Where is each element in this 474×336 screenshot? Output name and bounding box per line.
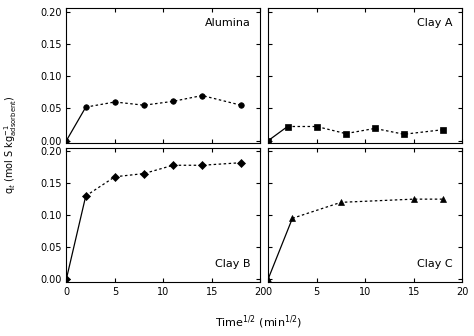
Text: Alumina: Alumina [205,18,251,28]
Text: Clay C: Clay C [417,259,453,269]
Text: q$_t$ (mol S kg$^{-1}_{\mathrm{adsorbent}}$): q$_t$ (mol S kg$^{-1}_{\mathrm{adsorbent… [2,95,19,194]
Text: Time$^{1/2}$ (min$^{1/2}$): Time$^{1/2}$ (min$^{1/2}$) [215,313,302,331]
Text: Clay B: Clay B [215,259,251,269]
Text: Clay A: Clay A [417,18,453,28]
